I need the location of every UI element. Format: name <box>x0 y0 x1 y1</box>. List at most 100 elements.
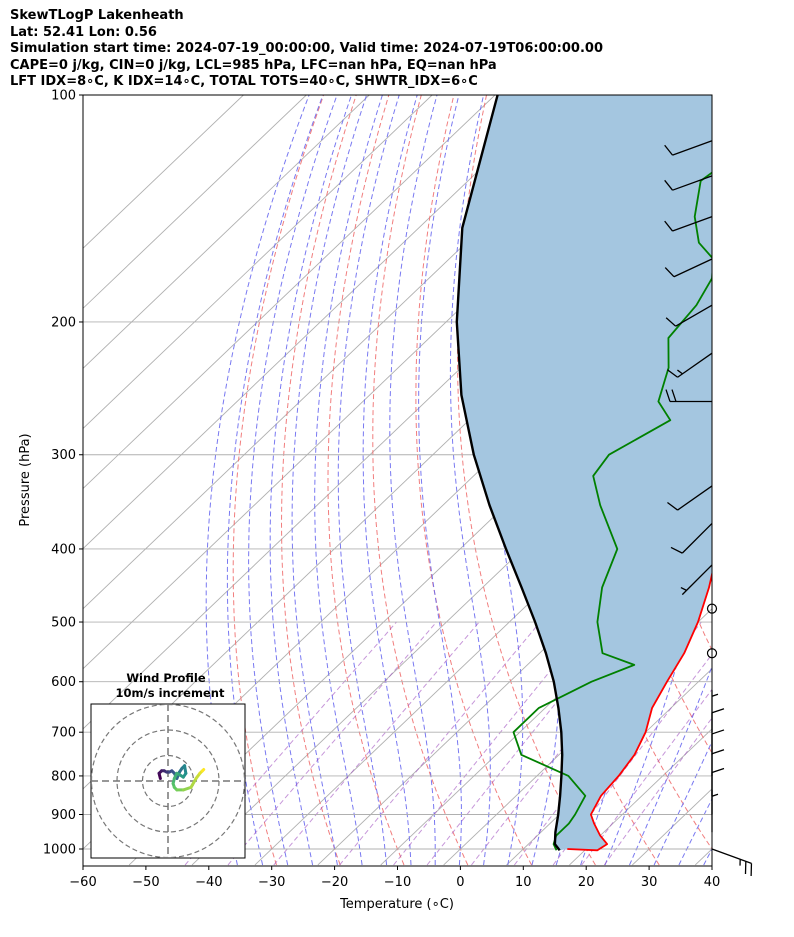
barb-flag <box>664 267 675 278</box>
y-tick-label: 800 <box>51 769 76 784</box>
cape-shade <box>456 95 712 851</box>
x-tick-label: 0 <box>456 875 464 890</box>
moist-adiabat <box>226 95 324 866</box>
mixing-ratio-line <box>273 621 480 866</box>
inset-plot <box>91 704 245 858</box>
x-tick-label: 40 <box>704 875 721 890</box>
wind-barb <box>711 790 719 833</box>
moist-adiabat <box>449 95 491 866</box>
y-tick-label: 700 <box>51 726 76 741</box>
dry-adiabat <box>327 95 405 866</box>
barb-flag <box>664 220 674 232</box>
barb-half-flag <box>711 793 719 797</box>
barb-flag <box>664 144 674 156</box>
y-tick-label: 400 <box>51 542 76 557</box>
parcel-line <box>455 95 564 852</box>
dry-adiabat <box>232 95 325 866</box>
moist-adiabat <box>337 95 400 866</box>
y-tick-label: 100 <box>51 89 76 104</box>
mixing-ratio-line <box>184 621 397 866</box>
moist-adiabat <box>362 95 418 866</box>
barb-staff <box>677 352 713 378</box>
isotherm-line <box>83 95 433 430</box>
wind-barb <box>664 216 713 232</box>
y-tick-label: 200 <box>51 315 76 330</box>
mixing-ratio-line <box>339 621 541 866</box>
barb-staff <box>673 258 713 278</box>
x-tick-label: −50 <box>132 875 159 890</box>
isotherm-line <box>83 95 559 550</box>
isotherm-line <box>569 728 712 866</box>
dry-adiabat <box>456 95 596 866</box>
cape-shade-area <box>456 95 712 851</box>
barb-flag <box>711 729 725 735</box>
barb-flag <box>664 179 674 191</box>
wind-barb <box>664 258 713 278</box>
barb-flag <box>671 389 677 402</box>
dry-adiabat <box>372 95 469 866</box>
inset-subtitle: 10m/s increment <box>116 686 225 700</box>
wind-barb <box>664 175 713 191</box>
moist-adiabat <box>703 847 712 866</box>
title-line-latlon: Lat: 52.41 Lon: 0.56 <box>10 24 157 40</box>
x-tick-label: −60 <box>69 875 96 890</box>
x-tick-label: −30 <box>258 875 285 890</box>
barb-staff <box>672 140 713 156</box>
wind-barb <box>667 352 713 378</box>
profile-lines <box>455 95 712 852</box>
y-tick-label: 600 <box>51 675 76 690</box>
x-axis-ticks: −60 −50 −40 −30 −20 −10 0 10 20 30 40 <box>69 866 720 890</box>
barb-flag <box>670 546 683 554</box>
hodograph-segment <box>200 768 206 773</box>
title-line-station: SkewTLogP Lakenheath <box>10 8 184 23</box>
barb-half-flag <box>677 369 683 375</box>
mixing-ratio-line <box>393 621 591 866</box>
wind-barb <box>711 767 725 815</box>
barb-staff <box>672 216 713 232</box>
barb-flag <box>711 749 725 755</box>
barb-flag <box>711 708 725 714</box>
moist-adiabat <box>629 665 712 866</box>
isotherm-line <box>317 487 712 866</box>
barb-half-flag <box>711 693 719 697</box>
inset-title: Wind Profile <box>126 671 206 685</box>
dry-adiabat <box>714 95 794 865</box>
y-tick-label: 1000 <box>43 843 76 858</box>
barb-staff <box>675 304 713 327</box>
y-tick-label: 900 <box>51 808 76 823</box>
hodograph-segment <box>189 776 198 789</box>
barb-staff <box>677 485 713 511</box>
barb-staff <box>711 848 752 864</box>
x-tick-label: −10 <box>384 875 411 890</box>
dry-adiabat <box>780 95 794 865</box>
moist-adiabat <box>389 95 438 865</box>
wind-barb <box>667 485 713 511</box>
x-tick-label: 10 <box>515 875 532 890</box>
dewpoint-line <box>512 171 712 851</box>
dry-adiabat <box>747 95 794 865</box>
moist-adiabat <box>291 95 368 866</box>
wind-barb <box>711 848 753 877</box>
barb-staff <box>681 564 713 596</box>
moist-adiabat <box>248 95 338 866</box>
barb-flag <box>665 317 677 327</box>
mixing-ratio-line <box>603 717 712 866</box>
x-tick-label: −20 <box>321 875 348 890</box>
dry-adiabat <box>415 95 533 866</box>
barb-flag <box>665 389 671 402</box>
moist-adiabat <box>314 95 383 866</box>
moist-adiabat <box>269 95 352 866</box>
wind-barb <box>711 749 725 796</box>
wind-barb <box>665 304 713 327</box>
x-axis-label: Temperature (∘C) <box>339 897 454 912</box>
title-line-indices: LFT IDX=8∘C, K IDX=14∘C, TOTAL TOTS=40∘C… <box>10 74 478 89</box>
wind-barb <box>670 522 713 554</box>
temperature-line <box>567 570 712 852</box>
dry-adiabat <box>280 95 357 866</box>
x-tick-label: 20 <box>578 875 595 890</box>
mixing-ratio-line <box>227 621 437 866</box>
barb-flag <box>667 501 678 511</box>
isotherm-line <box>83 95 496 490</box>
barb-staff <box>672 175 713 191</box>
isotherm-line <box>83 95 307 309</box>
